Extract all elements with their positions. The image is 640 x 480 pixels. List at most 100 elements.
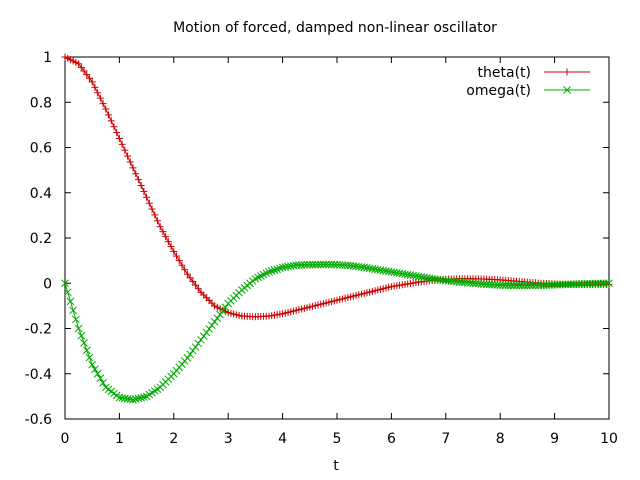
- data-point: [94, 89, 102, 97]
- data-point: [151, 211, 159, 219]
- data-point: [216, 310, 224, 319]
- data-point: [107, 117, 115, 125]
- data-point: [173, 252, 181, 260]
- data-point: [186, 274, 194, 282]
- data-point: [66, 297, 75, 306]
- data-point: [183, 270, 191, 278]
- data-point: [96, 374, 105, 383]
- data-point: [170, 248, 178, 256]
- data-point: [110, 123, 118, 131]
- data-point: [82, 346, 91, 355]
- y-tick-label: -0.6: [25, 412, 52, 428]
- data-point: [88, 360, 97, 369]
- data-point: [61, 279, 69, 288]
- data-point: [191, 343, 200, 351]
- x-tick-label: 8: [496, 431, 505, 447]
- y-axis: 1 0.8 0.6 0.4 0.2 0 -0.2 -0.4 -0.6: [25, 50, 609, 428]
- data-point: [93, 369, 102, 378]
- data-point: [124, 152, 132, 160]
- data-point: [153, 217, 161, 225]
- data-point: [602, 279, 611, 288]
- data-point: [99, 378, 107, 387]
- data-point: [162, 233, 170, 241]
- data-point: [99, 100, 107, 108]
- data-point: [192, 281, 200, 289]
- data-point: [137, 182, 145, 190]
- data-point: [265, 268, 273, 276]
- data-point: [118, 140, 126, 148]
- data-point: [113, 129, 121, 137]
- data-point: [143, 193, 151, 201]
- data-point: [132, 170, 140, 178]
- data-point: [159, 228, 167, 236]
- data-point: [134, 176, 142, 184]
- data-point: [156, 223, 164, 231]
- plot-area-border: [64, 56, 610, 420]
- series-layer: [61, 53, 613, 404]
- legend: theta(t) omega(t): [466, 65, 590, 99]
- data-point: [91, 83, 99, 91]
- y-tick-label: 0.2: [30, 231, 52, 247]
- y-tick-label: 0.8: [30, 95, 52, 111]
- x-tick-label: 2: [169, 431, 178, 447]
- data-point: [267, 267, 276, 275]
- legend-marker: [563, 86, 571, 94]
- data-point: [85, 353, 94, 362]
- data-point: [221, 303, 230, 312]
- legend-label: omega(t): [466, 83, 531, 99]
- data-point: [167, 243, 175, 251]
- y-tick-label: 0: [43, 276, 52, 292]
- data-point: [140, 393, 148, 401]
- x-axis-label: t: [333, 458, 339, 474]
- data-point: [194, 285, 202, 293]
- data-point: [126, 158, 134, 166]
- data-point: [164, 238, 172, 246]
- data-point: [80, 339, 88, 347]
- x-tick-label: 10: [600, 431, 618, 447]
- data-point: [270, 266, 279, 274]
- data-point: [96, 94, 104, 102]
- x-axis: 0 1 2 3 4 5 6 7 8 9 10: [61, 57, 618, 447]
- data-point: [515, 281, 524, 290]
- data-point: [83, 71, 91, 79]
- data-point: [115, 134, 123, 142]
- data-point: [121, 146, 129, 154]
- y-tick-label: 0.6: [30, 141, 52, 157]
- data-point: [85, 74, 93, 82]
- data-point: [178, 261, 186, 269]
- data-point: [140, 187, 148, 195]
- data-point: [199, 332, 208, 341]
- data-point: [148, 205, 156, 213]
- x-tick-label: 9: [550, 431, 559, 447]
- data-point: [194, 339, 203, 348]
- data-point: [509, 281, 518, 290]
- data-point: [197, 335, 205, 344]
- legend-entry: theta(t): [478, 65, 590, 81]
- legend-marker: [563, 68, 571, 76]
- series-omega(t): [61, 260, 613, 404]
- data-point: [77, 63, 85, 71]
- y-tick-label: -0.2: [25, 322, 52, 338]
- data-point: [218, 306, 227, 315]
- x-tick-label: 6: [387, 431, 396, 447]
- chart-title: Motion of forced, damped non-linear osci…: [173, 20, 497, 36]
- data-point: [88, 78, 96, 86]
- y-tick-label: -0.4: [25, 367, 52, 383]
- y-tick-label: 0.4: [30, 186, 52, 202]
- x-tick-label: 3: [224, 431, 233, 447]
- legend-entry: omega(t): [466, 83, 590, 99]
- data-point: [102, 105, 110, 113]
- data-point: [210, 317, 219, 326]
- data-point: [129, 164, 137, 172]
- data-point: [175, 257, 183, 265]
- data-point: [518, 281, 526, 290]
- data-point: [80, 67, 88, 75]
- data-point: [181, 266, 189, 274]
- y-tick-label: 1: [43, 50, 52, 66]
- data-point: [145, 199, 153, 207]
- data-point: [105, 111, 113, 119]
- data-point: [189, 277, 197, 285]
- x-tick-label: 7: [441, 431, 450, 447]
- data-point: [512, 281, 521, 290]
